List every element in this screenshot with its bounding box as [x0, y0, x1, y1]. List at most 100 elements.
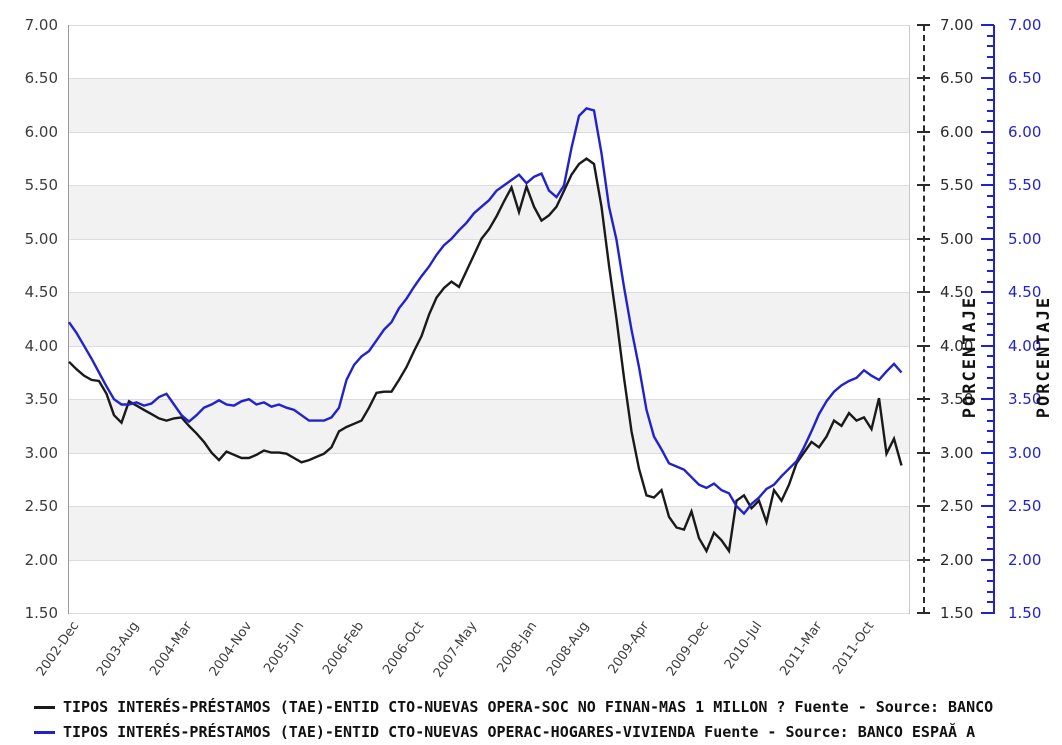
y-tick-label: 3.50 — [24, 390, 58, 409]
blue-axis-tick — [987, 269, 994, 272]
blue-axis-tick — [987, 451, 994, 454]
blue-axis-tick — [987, 494, 994, 497]
gridline — [69, 78, 909, 80]
blue-axis-tick — [987, 537, 994, 540]
series-line — [68, 157, 903, 555]
y-tick-label: 2.00 — [24, 550, 58, 569]
black-axis-tick — [917, 24, 930, 26]
y-tick-label: 6.50 — [940, 69, 974, 88]
blue-axis-tick — [987, 355, 994, 358]
black-axis-tick — [917, 398, 930, 401]
y-tick-label: 6.50 — [24, 69, 58, 88]
blue-axis-tick — [987, 569, 994, 572]
blue-axis-tick — [987, 152, 994, 155]
blue-axis-tick — [987, 109, 994, 112]
blue-axis-tick — [987, 130, 994, 133]
y-tick-label: 7.00 — [24, 16, 58, 34]
blue-axis-tick — [987, 430, 994, 433]
blue-axis-tick — [987, 184, 994, 187]
x-tick-label: 2009-Apr — [605, 619, 653, 677]
gridline — [69, 292, 909, 294]
blue-axis-tick — [987, 45, 994, 48]
legend-label: TIPOS INTERÉS-PRÉSTAMOS (TAE)-ENTID CTO-… — [63, 698, 994, 716]
blue-axis-tick — [987, 88, 994, 91]
blue-axis-tick — [987, 344, 994, 347]
legend-item-hogares-vivienda: TIPOS INTERÉS-PRÉSTAMOS (TAE)-ENTID CTO-… — [34, 723, 975, 741]
y-tick-label: 5.50 — [24, 176, 58, 195]
legend-label: TIPOS INTERÉS-PRÉSTAMOS (TAE)-ENTID CTO-… — [63, 723, 976, 741]
blue-axis-tick — [987, 547, 994, 550]
blue-axis-tick — [987, 419, 994, 422]
y-tick-label: 3.00 — [1008, 443, 1042, 462]
gridline — [69, 559, 909, 561]
y-tick-label: 2.00 — [1008, 550, 1042, 569]
black-axis-tick — [917, 451, 930, 454]
blue-axis-tick — [987, 323, 994, 326]
blue-axis-tick — [987, 66, 994, 69]
black-axis-tick — [917, 558, 930, 561]
blue-axis-tick — [987, 259, 994, 262]
band — [69, 399, 909, 453]
y-tick-label: 4.50 — [24, 283, 58, 302]
blue-axis-tick — [987, 334, 994, 337]
gridline — [69, 399, 909, 401]
y-tick-label: 5.50 — [940, 176, 974, 195]
x-tick-label: 2002-Dec — [33, 619, 83, 680]
y-tick-label: 5.00 — [940, 229, 974, 248]
blue-axis-tick — [987, 376, 994, 379]
series-line — [68, 107, 903, 516]
gridline — [69, 238, 909, 240]
blue-axis-tick — [987, 248, 994, 251]
y-tick-label: 2.50 — [1008, 497, 1042, 516]
y-tick-label: 2.50 — [940, 497, 974, 516]
blue-axis-tick — [987, 237, 994, 240]
black-axis-tick — [917, 344, 930, 347]
y-tick-label: 5.50 — [1008, 176, 1042, 195]
y-tick-label: 7.00 — [1008, 16, 1042, 34]
blue-axis-tick — [987, 301, 994, 304]
blue-axis-tick — [987, 473, 994, 476]
blue-axis-tick — [987, 526, 994, 529]
y-tick-label: 6.50 — [1008, 69, 1042, 88]
blue-axis-tick — [987, 216, 994, 219]
y-tick-label: 4.50 — [940, 283, 974, 302]
legend-line-marker-blue — [34, 730, 55, 734]
blue-axis-tick — [987, 440, 994, 443]
blue-axis-tick — [987, 227, 994, 230]
band — [69, 78, 909, 132]
blue-axis-tick — [987, 280, 994, 283]
blue-axis-tick — [987, 312, 994, 315]
legend-item-soc-no-finan: TIPOS INTERÉS-PRÉSTAMOS (TAE)-ENTID CTO-… — [34, 698, 993, 716]
blue-axis-tick — [987, 483, 994, 486]
blue-axis-tick — [987, 505, 994, 508]
y-tick-label: 2.50 — [24, 497, 58, 516]
y-tick-label: 6.00 — [940, 122, 974, 141]
blue-axis-tick — [987, 162, 994, 165]
y-tick-label: 4.50 — [1008, 283, 1042, 302]
blue-axis-tick — [987, 77, 994, 80]
black-axis-tick — [917, 291, 930, 294]
y-tick-label: 1.50 — [24, 604, 58, 622]
gridline — [69, 506, 909, 508]
band — [69, 292, 909, 346]
y-tick-label: 4.00 — [1008, 336, 1042, 355]
blue-axis-tick — [987, 366, 994, 369]
blue-axis-tick — [987, 408, 994, 411]
y-tick-label: 3.00 — [24, 443, 58, 462]
black-axis-tick — [917, 77, 930, 80]
y-tick-label: 1.50 — [940, 604, 974, 622]
y-tick-label: 5.00 — [24, 229, 58, 248]
blue-axis-tick — [987, 590, 994, 593]
blue-axis-tick — [987, 195, 994, 198]
blue-axis-tick — [987, 579, 994, 582]
y-tick-label: 7.00 — [940, 16, 974, 34]
blue-axis-tick — [987, 24, 994, 26]
blue-axis-tick — [987, 120, 994, 123]
blue-axis-tick — [987, 205, 994, 208]
x-tick-label: 2006-Feb — [320, 619, 368, 678]
series-lines — [68, 107, 903, 555]
blue-axis-tick — [987, 141, 994, 144]
right-axis-blue-spine — [993, 25, 995, 614]
blue-axis-tick — [987, 612, 994, 614]
blue-axis-tick — [987, 56, 994, 59]
